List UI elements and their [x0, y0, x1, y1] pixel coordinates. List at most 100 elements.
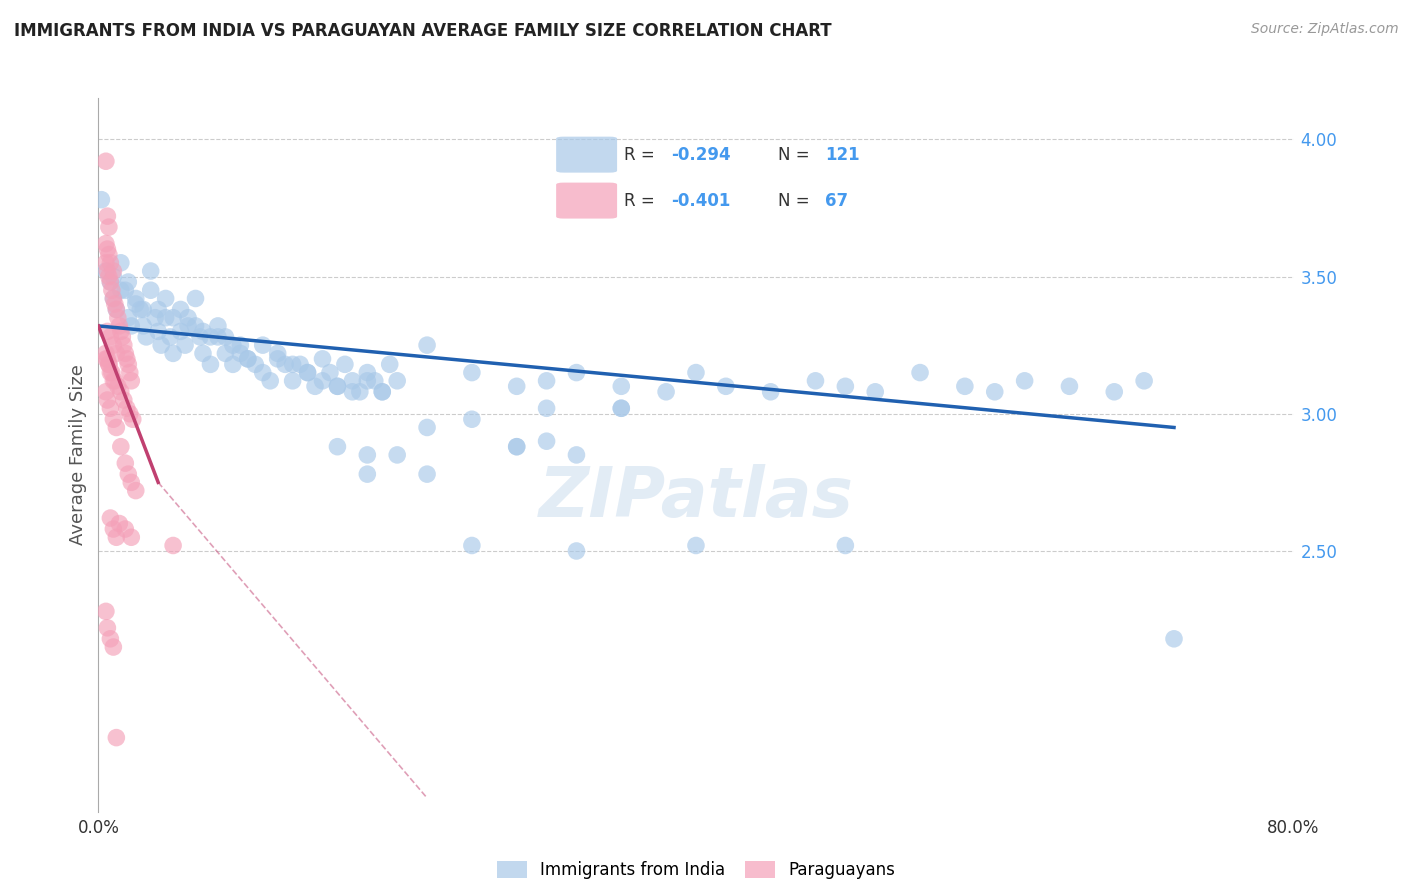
Point	[150, 338, 173, 352]
Point	[236, 351, 259, 366]
Point	[953, 379, 976, 393]
Point	[90, 193, 112, 207]
Point	[304, 379, 326, 393]
Point	[349, 384, 371, 399]
Text: -0.401: -0.401	[671, 192, 730, 210]
Point	[214, 346, 236, 360]
Point	[120, 374, 142, 388]
Point	[759, 384, 782, 399]
Y-axis label: Average Family Size: Average Family Size	[69, 365, 87, 545]
Point	[115, 401, 138, 416]
Point	[162, 310, 184, 325]
Point	[94, 384, 117, 399]
Point	[118, 366, 141, 380]
Point	[214, 330, 236, 344]
Point	[229, 346, 252, 360]
Point	[135, 330, 157, 344]
Point	[461, 412, 484, 426]
Point	[125, 297, 148, 311]
Point	[364, 374, 387, 388]
Point	[274, 357, 297, 371]
Point	[1014, 374, 1036, 388]
Text: 67: 67	[825, 192, 848, 210]
Point	[100, 275, 122, 289]
Point	[252, 366, 274, 380]
Point	[101, 366, 124, 380]
Point	[107, 310, 129, 325]
Point	[506, 440, 529, 454]
Point	[229, 338, 252, 352]
Point	[97, 357, 120, 371]
Point	[104, 297, 127, 311]
Point	[103, 640, 125, 654]
Point	[148, 302, 170, 317]
Point	[132, 302, 155, 317]
Point	[610, 379, 633, 393]
Text: R =: R =	[624, 192, 661, 210]
Text: R =: R =	[624, 145, 661, 163]
Point	[132, 318, 155, 333]
Point	[865, 384, 887, 399]
Point	[311, 374, 333, 388]
Point	[222, 357, 245, 371]
Point	[565, 448, 588, 462]
Point	[1163, 632, 1185, 646]
Point	[685, 539, 707, 553]
Point	[114, 522, 136, 536]
Point	[101, 283, 124, 297]
Point	[105, 302, 128, 317]
Point	[96, 392, 118, 407]
Point	[200, 357, 222, 371]
Point	[108, 516, 131, 531]
Point	[169, 302, 191, 317]
Point	[610, 401, 633, 416]
Point	[112, 338, 135, 352]
Point	[96, 242, 118, 256]
Text: -0.294: -0.294	[671, 145, 731, 163]
Point	[207, 330, 229, 344]
Point	[416, 467, 439, 482]
Point	[191, 325, 214, 339]
Point	[105, 302, 128, 317]
Point	[159, 330, 181, 344]
Point	[184, 292, 207, 306]
Point	[177, 318, 200, 333]
Point	[96, 621, 118, 635]
Point	[342, 384, 364, 399]
Point	[125, 483, 148, 498]
Point	[162, 346, 184, 360]
Point	[120, 318, 142, 333]
Text: N =: N =	[779, 192, 815, 210]
Point	[117, 275, 139, 289]
Point	[117, 310, 139, 325]
Point	[416, 420, 439, 434]
Point	[506, 379, 529, 393]
Point	[100, 511, 122, 525]
Point	[416, 338, 439, 352]
Point	[103, 522, 125, 536]
Point	[222, 338, 245, 352]
Point	[565, 366, 588, 380]
Text: IMMIGRANTS FROM INDIA VS PARAGUAYAN AVERAGE FAMILY SIZE CORRELATION CHART: IMMIGRANTS FROM INDIA VS PARAGUAYAN AVER…	[14, 22, 832, 40]
Point	[100, 401, 122, 416]
Point	[1104, 384, 1126, 399]
Point	[148, 325, 170, 339]
Point	[326, 379, 349, 393]
Point	[96, 325, 118, 339]
Point	[111, 330, 134, 344]
Point	[155, 292, 177, 306]
Point	[103, 264, 125, 278]
Point	[97, 220, 120, 235]
Point	[94, 346, 117, 360]
Point	[110, 256, 132, 270]
FancyBboxPatch shape	[557, 136, 617, 173]
Point	[100, 632, 122, 646]
Point	[103, 338, 125, 352]
Point	[385, 448, 409, 462]
Point	[281, 374, 304, 388]
FancyBboxPatch shape	[557, 183, 617, 219]
Point	[356, 366, 378, 380]
Point	[94, 154, 117, 169]
Point	[118, 407, 141, 421]
Text: Source: ZipAtlas.com: Source: ZipAtlas.com	[1251, 22, 1399, 37]
